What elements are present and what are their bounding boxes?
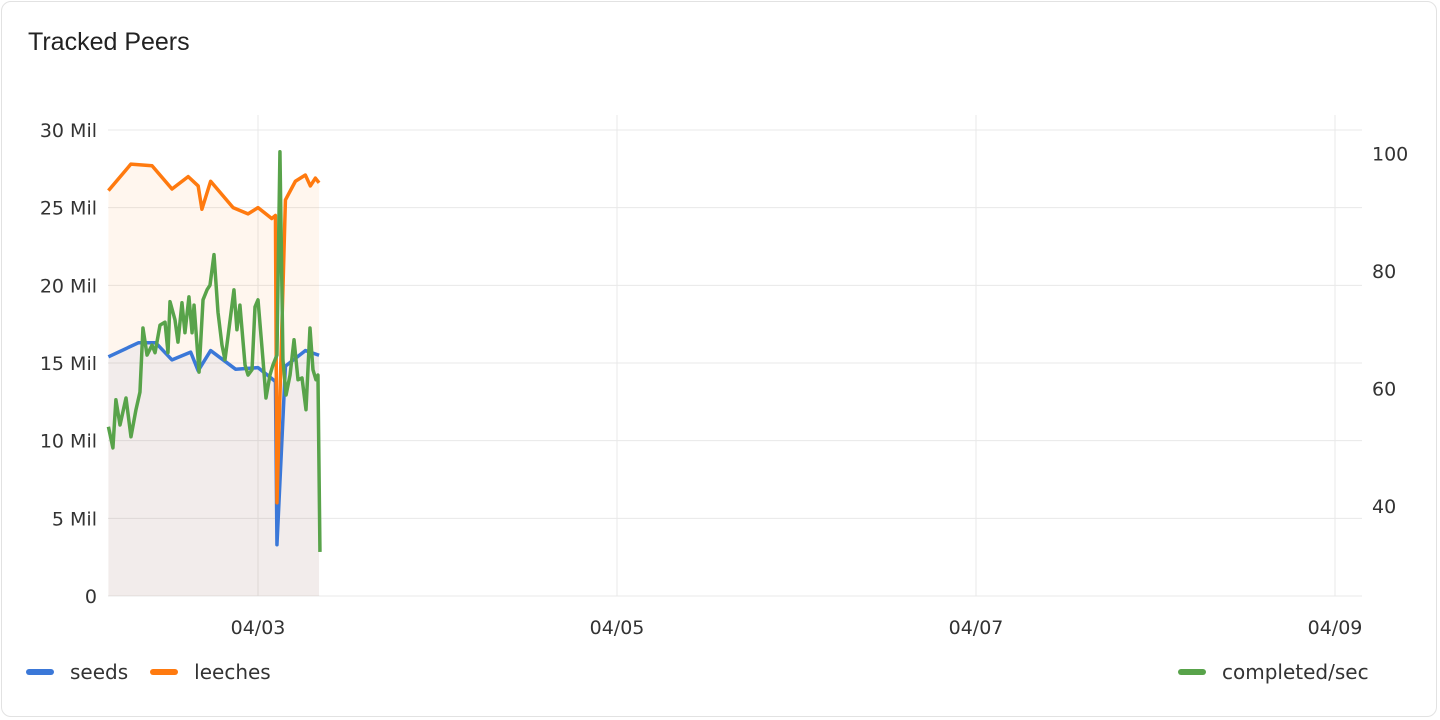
y-right-tick-label: 80 — [1372, 261, 1396, 283]
legend-label: leeches — [194, 660, 271, 684]
x-tick-label: 04/03 — [231, 617, 286, 639]
chart-title: Tracked Peers — [28, 28, 190, 56]
legend-swatch-seeds — [26, 669, 54, 675]
y-left-tick-label: 15 Mil — [40, 353, 97, 375]
series-line-seeds — [107, 341, 320, 547]
legend-item-completed[interactable]: completed/sec — [1178, 660, 1369, 684]
legend-label: completed/sec — [1222, 660, 1369, 684]
series-line-completed-sec — [106, 149, 322, 552]
y-left-tick-label: 0 — [85, 586, 97, 608]
y-right-tick-label: 100 — [1372, 144, 1408, 166]
legend-left: seeds leeches — [26, 660, 293, 684]
legend-label: seeds — [70, 660, 129, 684]
legend-right: completed/sec — [1178, 660, 1391, 684]
legend-swatch-completed — [1178, 669, 1206, 675]
y-left-tick-label: 30 Mil — [40, 120, 97, 142]
x-tick-label: 04/05 — [590, 617, 645, 639]
y-right-tick-label: 60 — [1372, 379, 1396, 401]
area-seeds — [108, 342, 320, 596]
series-line-leeches — [107, 162, 321, 505]
y-left-tick-label: 25 Mil — [40, 198, 97, 220]
legend-item-leeches[interactable]: leeches — [150, 660, 271, 684]
x-tick-label: 04/09 — [1308, 617, 1363, 639]
y-left-tick-label: 20 Mil — [40, 275, 97, 297]
area-leeches — [108, 164, 320, 596]
y-left-tick-label: 5 Mil — [52, 508, 97, 530]
legend-swatch-leeches — [150, 669, 179, 675]
y-right-tick-label: 40 — [1372, 496, 1396, 518]
x-tick-label: 04/07 — [949, 617, 1004, 639]
legend-item-seeds[interactable]: seeds — [26, 660, 128, 684]
y-left-tick-label: 10 Mil — [40, 431, 97, 453]
